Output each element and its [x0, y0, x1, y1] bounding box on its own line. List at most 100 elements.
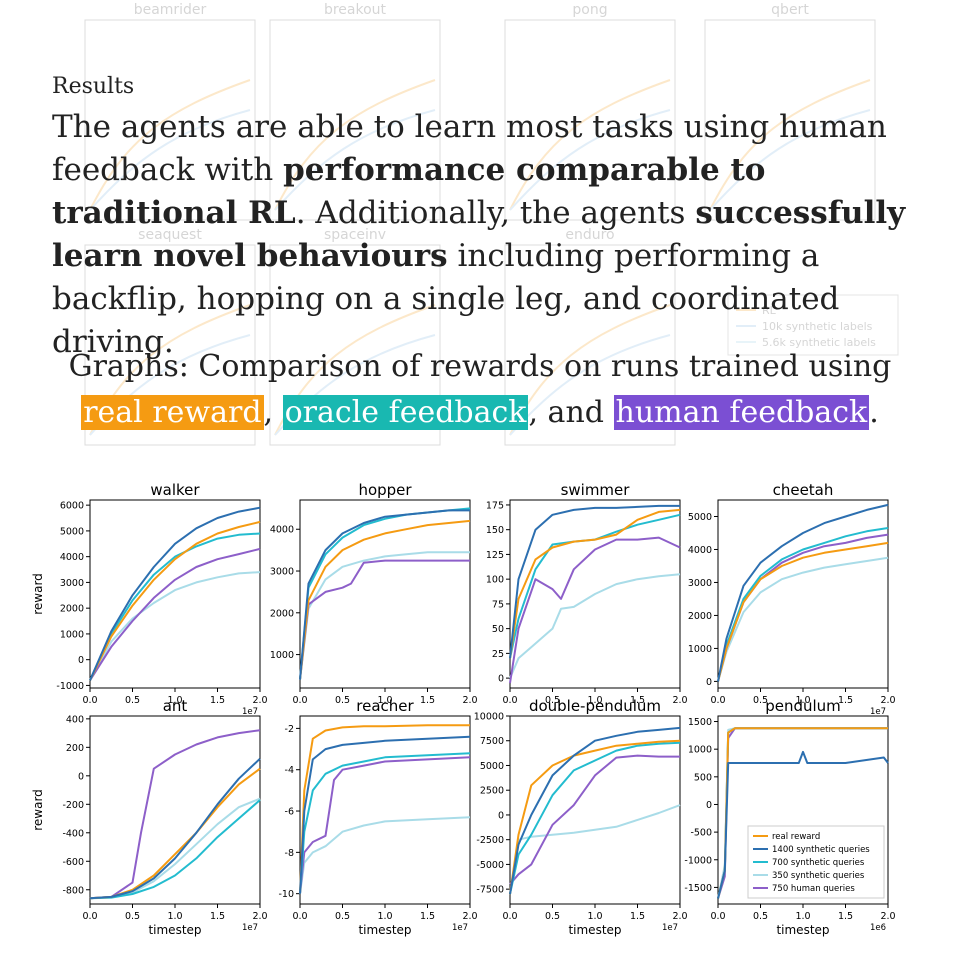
- chart-title: cheetah: [773, 481, 834, 499]
- series-line-s1400: [299, 735, 471, 894]
- x-tick-label: 0.0: [502, 695, 517, 706]
- y-axis-label: reward: [31, 789, 45, 831]
- y-tick-label: -1000: [684, 855, 712, 866]
- caption-end: .: [869, 395, 879, 430]
- y-tick-label: 2000: [688, 611, 712, 622]
- x-tick-label: 0.5: [335, 911, 350, 922]
- faded-panel-frame: [269, 244, 441, 446]
- faded-legend-label: 10k synthetic labels: [762, 320, 873, 333]
- y-axis-label: reward: [31, 573, 45, 615]
- x-exponent: 1e7: [662, 923, 678, 933]
- x-tick-label: 1.5: [838, 911, 853, 922]
- chart-pendulum: pendulum -1500 -1000 -500 0 500 1000 1500 0.0 0.5…: [684, 697, 895, 937]
- plot-frame: [89, 499, 261, 689]
- x-tick-label: 0.5: [545, 695, 560, 706]
- y-tick-label: 2000: [60, 604, 84, 615]
- series-line-s1400: [717, 750, 889, 899]
- legend-label: 750 human queries: [772, 884, 855, 894]
- series-line-s1400: [89, 506, 261, 681]
- y-tick-label: 5000: [480, 761, 504, 772]
- faded-legend-box: [727, 294, 899, 356]
- y-tick-label: 0: [706, 800, 712, 811]
- x-exponent: 1e7: [242, 707, 258, 717]
- faded-panel-frame: [84, 19, 256, 221]
- x-tick-label: 1.5: [630, 695, 645, 706]
- faded-curve: [89, 109, 251, 211]
- faded-curve: [709, 79, 871, 211]
- legend-box: [747, 825, 885, 899]
- y-tick-label: 75: [492, 599, 504, 610]
- series-line-real: [717, 541, 889, 682]
- faded-panel-frame: [504, 19, 676, 221]
- x-exponent: 1e6: [870, 923, 886, 933]
- x-tick-label: 0.0: [710, 911, 725, 922]
- x-tick-label: 1.5: [210, 911, 225, 922]
- x-tick-label: 2.0: [672, 695, 687, 706]
- x-axis-label: timestep: [568, 923, 621, 937]
- legend-label: 350 synthetic queries: [772, 871, 865, 881]
- faded-background-charts: beamrider breakout pong qbert seaquest spacei…: [0, 0, 960, 470]
- x-tick-label: 2.0: [880, 911, 895, 922]
- x-tick-label: 2.0: [462, 911, 477, 922]
- faded-panel-title: enduro: [565, 227, 614, 243]
- series-line-real: [89, 520, 261, 681]
- paragraph-bold-2: successfully learn novel behaviours: [52, 195, 906, 274]
- x-tick-label: 0.0: [292, 911, 307, 922]
- paragraph-text-1: The agents are able to learn most tasks …: [52, 109, 887, 188]
- series-line-s700: [509, 741, 681, 895]
- y-tick-label: 50: [492, 624, 504, 635]
- y-tick-label: -600: [62, 857, 84, 868]
- faded-panel-title: beamrider: [134, 2, 207, 18]
- y-tick-label: 500: [694, 772, 712, 783]
- faded-panel-title: seaquest: [138, 227, 202, 243]
- y-tick-label: 0: [706, 677, 712, 688]
- paragraph-text-3: including performing a backflip, hopping…: [52, 238, 840, 360]
- faded-panel-title: pong: [572, 2, 607, 18]
- faded-legend-label: 5.6k synthetic labels: [762, 336, 876, 349]
- y-tick-label: -10: [278, 889, 294, 900]
- y-tick-label: 1000: [688, 644, 712, 655]
- x-tick-label: 0.0: [502, 911, 517, 922]
- y-tick-label: -6: [285, 807, 294, 818]
- series-line-real: [299, 724, 470, 894]
- x-tick-label: 1.0: [587, 695, 602, 706]
- chart-double-pendulum: double-pendulum -7500 -5000 -2500 0 2500 5000 7…: [474, 697, 688, 937]
- series-line-real: [509, 739, 681, 895]
- faded-background-svg: beamrider breakout pong qbert seaquest spacei…: [84, 2, 899, 446]
- y-tick-label: 6000: [60, 501, 84, 512]
- x-axis-label: timestep: [776, 923, 829, 937]
- y-tick-label: 5000: [688, 512, 712, 523]
- caption-prefix: Graphs: Comparison of rewards on runs tr…: [68, 349, 892, 384]
- y-tick-label: 4000: [60, 552, 84, 563]
- x-tick-label: 1.0: [587, 911, 602, 922]
- x-tick-label: 0.0: [82, 695, 97, 706]
- x-tick-label: 0.5: [545, 911, 560, 922]
- x-exponent: 1e7: [452, 923, 468, 933]
- plot-frame: [299, 499, 471, 689]
- y-tick-label: 125: [486, 550, 504, 561]
- x-tick-label: 0.5: [125, 695, 140, 706]
- series-line-real: [509, 508, 681, 659]
- x-tick-label: 2.0: [252, 695, 267, 706]
- series-line-s350: [509, 573, 681, 679]
- series-line-s350: [299, 551, 470, 680]
- legend-label: 700 synthetic queries: [772, 858, 865, 868]
- x-tick-label: 1.0: [167, 911, 182, 922]
- series-line-real: [299, 519, 471, 680]
- faded-curve: [89, 79, 251, 211]
- y-tick-label: 175: [486, 500, 504, 511]
- y-tick-label: 7500: [480, 736, 504, 747]
- series-line-s700: [89, 532, 261, 681]
- chart-reacher: reacher-10-8-6-4-20.0 0.5 1.0 1.5 2.01e7time…: [278, 697, 477, 937]
- charts-grid: walker -1000 0 1000 2000 3000 4000 5000 6000 0.0 0…: [0, 470, 960, 960]
- y-tick-label: 3000: [270, 567, 294, 578]
- y-tick-label: -4: [285, 765, 294, 776]
- y-tick-label: 1000: [270, 650, 294, 661]
- chart-title: hopper: [358, 481, 412, 499]
- x-exponent: 1e7: [870, 707, 886, 717]
- y-tick-label: 150: [486, 525, 504, 536]
- series-line-s750h: [89, 729, 261, 900]
- faded-curve: [509, 79, 671, 211]
- plot-frame: [717, 499, 889, 689]
- y-tick-label: 1000: [60, 629, 84, 640]
